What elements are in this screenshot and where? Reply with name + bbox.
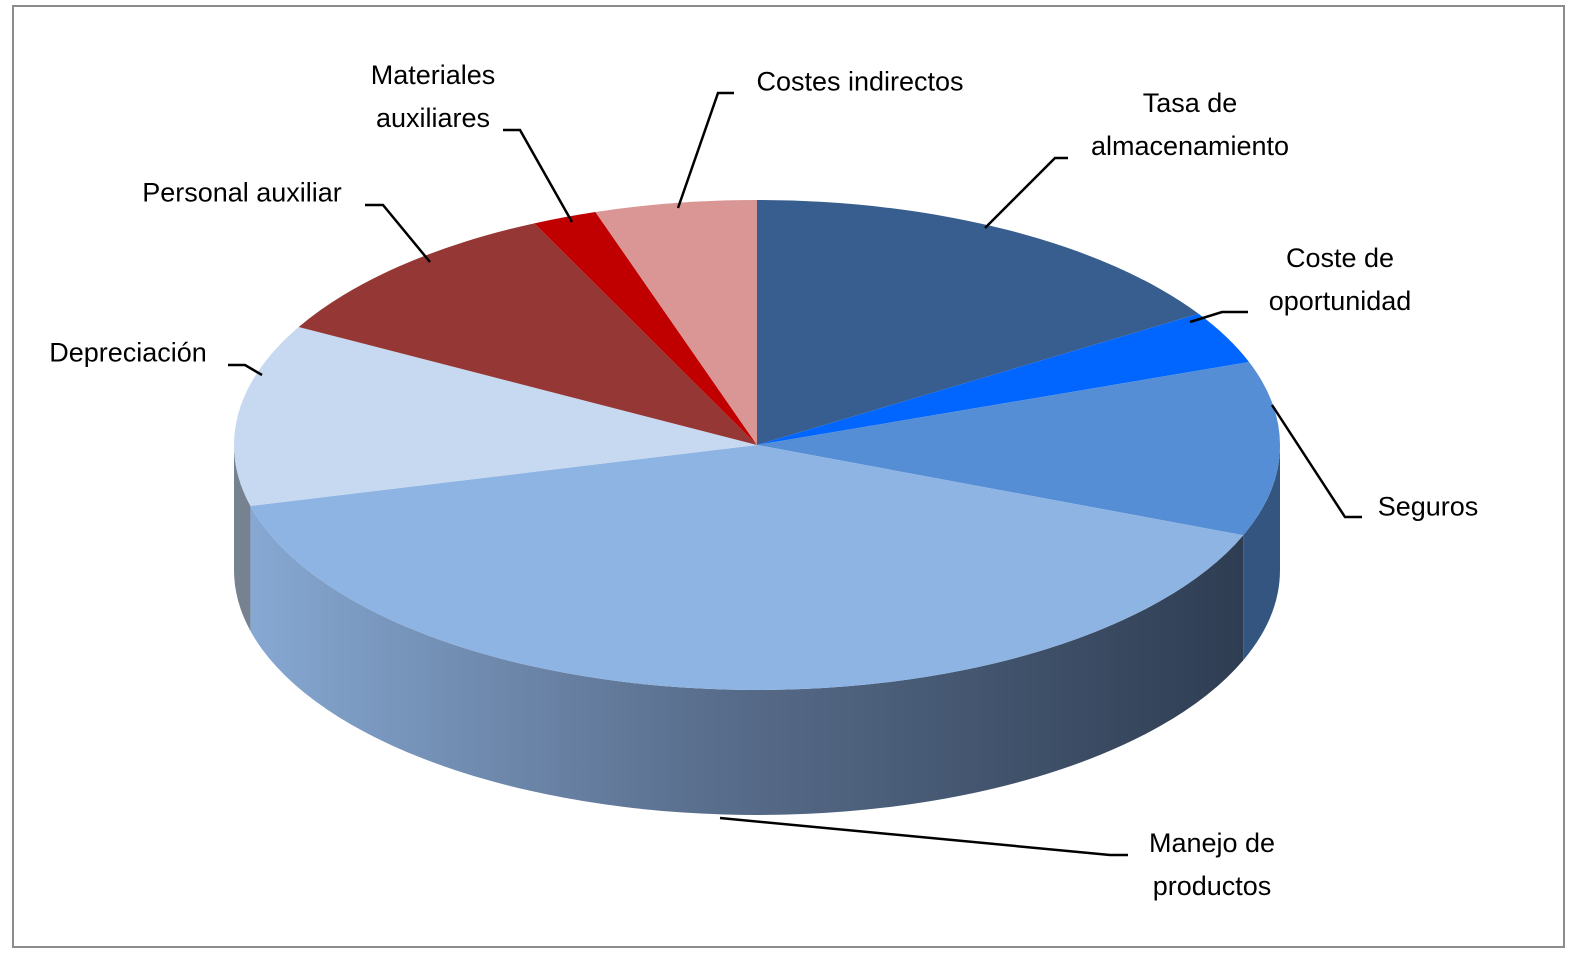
slice-label: Costes indirectos (756, 66, 964, 97)
leader-line (365, 203, 431, 263)
slice (757, 200, 1199, 445)
leader-line (503, 128, 574, 223)
slice-label: Personal auxiliar (142, 177, 342, 208)
slice (234, 326, 757, 506)
slice-side (1243, 445, 1280, 661)
slice (757, 313, 1250, 445)
leader-line (1189, 310, 1248, 324)
chart-frame (12, 5, 1565, 948)
slice-label: Seguros (1377, 491, 1479, 522)
slice (595, 200, 757, 445)
slice-label: Materiales auxiliares (370, 60, 496, 133)
slice-label: Tasa de almacenamiento (1090, 88, 1290, 161)
slice-side (234, 445, 251, 631)
slice (757, 362, 1280, 536)
slice (250, 445, 1244, 690)
slice (534, 211, 757, 445)
slice (298, 223, 757, 445)
leader-line (676, 91, 734, 209)
slice-label: Depreciación (49, 337, 207, 368)
leader-line (1270, 404, 1362, 519)
leader-line (984, 156, 1068, 229)
slice-label: Coste de oportunidad (1268, 243, 1412, 316)
leader-line (228, 363, 263, 377)
slice-side (250, 505, 1244, 815)
slice-label: Manejo de productos (1148, 828, 1276, 901)
leader-line (719, 816, 1128, 857)
